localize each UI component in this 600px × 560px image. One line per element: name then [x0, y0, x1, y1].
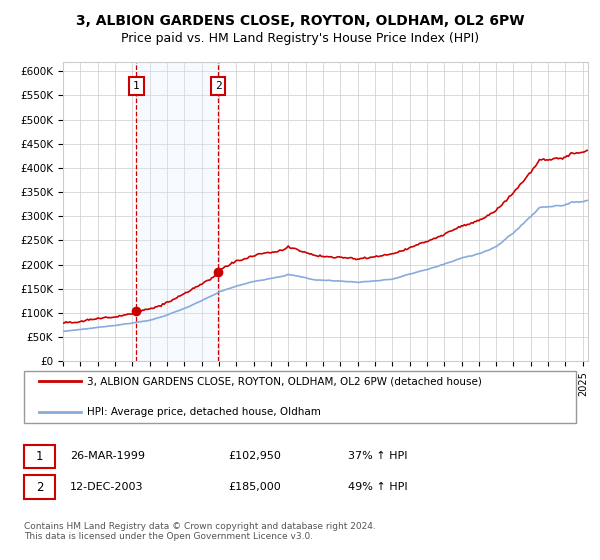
Text: £185,000: £185,000: [228, 482, 281, 492]
Text: Contains HM Land Registry data © Crown copyright and database right 2024.
This d: Contains HM Land Registry data © Crown c…: [24, 522, 376, 542]
Text: HPI: Average price, detached house, Oldham: HPI: Average price, detached house, Oldh…: [87, 408, 321, 417]
Text: 2: 2: [215, 81, 221, 91]
Text: 2: 2: [36, 480, 43, 494]
Text: 37% ↑ HPI: 37% ↑ HPI: [348, 451, 407, 461]
Bar: [136, 62, 218, 361]
Text: 3, ALBION GARDENS CLOSE, ROYTON, OLDHAM, OL2 6PW (detached house): 3, ALBION GARDENS CLOSE, ROYTON, OLDHAM,…: [87, 376, 482, 386]
Text: 12-DEC-2003: 12-DEC-2003: [70, 482, 144, 492]
Text: 1: 1: [133, 81, 140, 91]
Text: 26-MAR-1999: 26-MAR-1999: [70, 451, 145, 461]
Text: £102,950: £102,950: [228, 451, 281, 461]
Text: 1: 1: [36, 450, 43, 463]
Text: 3, ALBION GARDENS CLOSE, ROYTON, OLDHAM, OL2 6PW: 3, ALBION GARDENS CLOSE, ROYTON, OLDHAM,…: [76, 14, 524, 28]
Text: Price paid vs. HM Land Registry's House Price Index (HPI): Price paid vs. HM Land Registry's House …: [121, 32, 479, 45]
Text: 49% ↑ HPI: 49% ↑ HPI: [348, 482, 407, 492]
